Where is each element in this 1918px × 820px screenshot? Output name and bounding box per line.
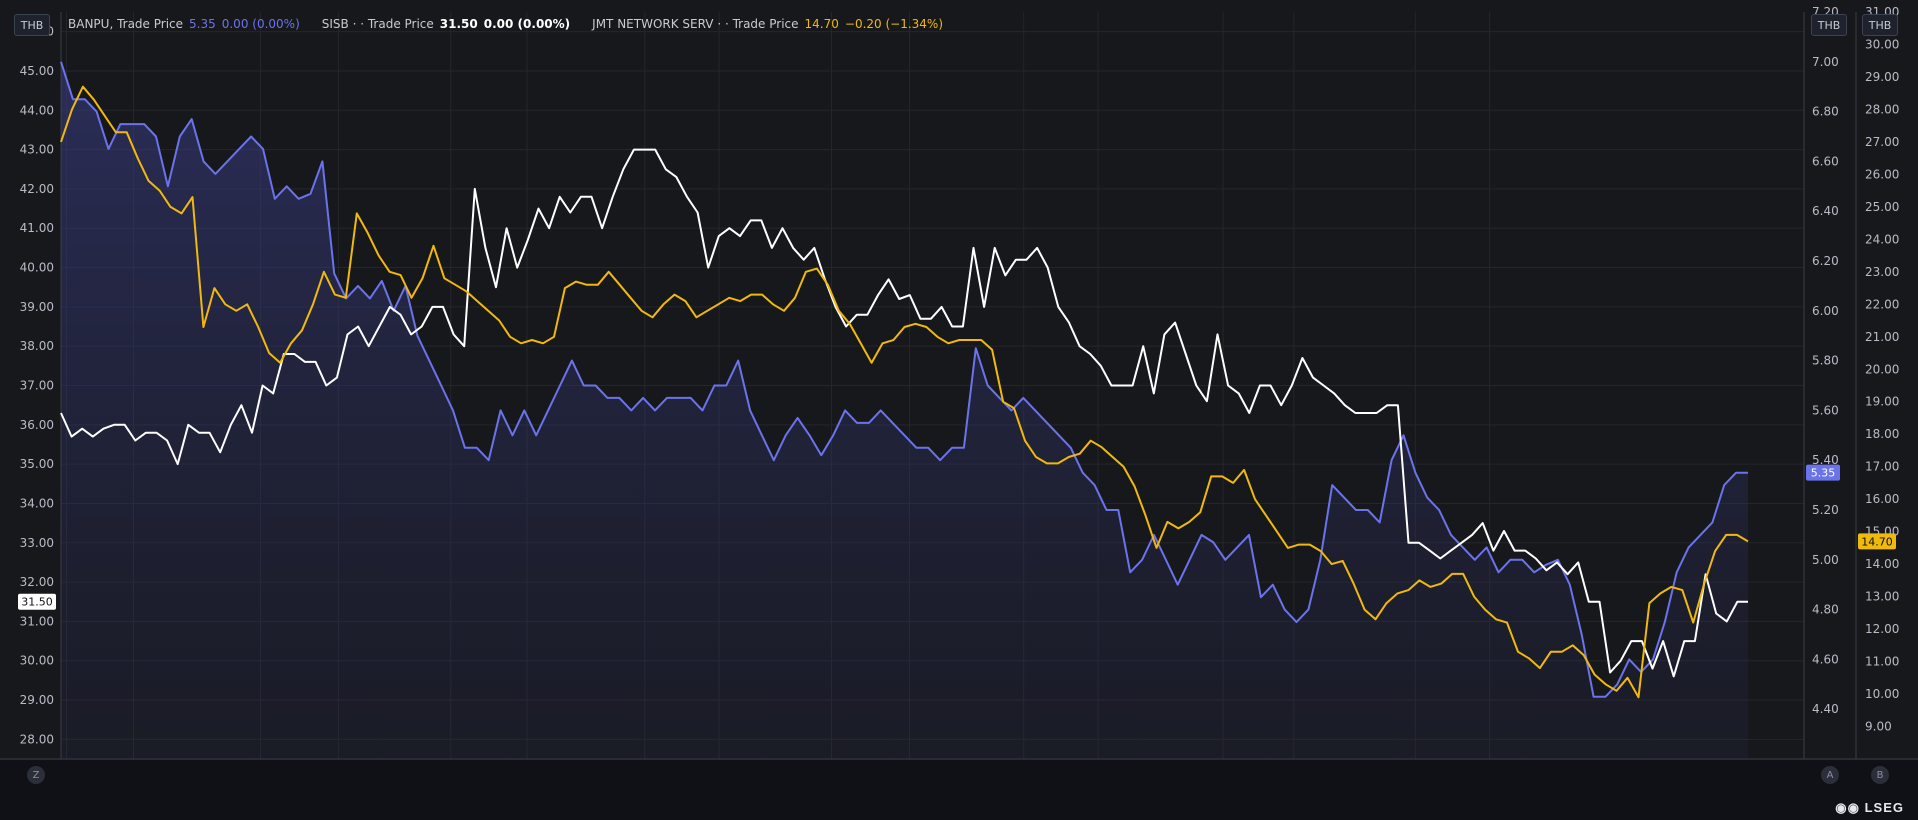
legend-series-change: 0.00 (0.00%) (221, 17, 300, 31)
right-tick-label: 18.00 (1865, 427, 1899, 441)
logo-text: LSEG (1864, 800, 1904, 815)
mid-tick-label: 7.00 (1812, 55, 1839, 69)
banpu-last-value-label: 5.35 (1811, 467, 1836, 480)
legend-series-price: 5.35 (189, 17, 216, 31)
right-tick-label: 19.00 (1865, 395, 1899, 409)
zoom-button[interactable]: Z (27, 766, 45, 784)
series-line-sisb (60, 148, 1748, 678)
right-tick-label: 25.00 (1865, 200, 1899, 214)
currency-label: THB (1817, 18, 1841, 32)
right-tick-label: 30.00 (1865, 37, 1899, 51)
legend-series-price: 14.70 (804, 17, 839, 31)
left-tick-label: 40.00 (20, 261, 54, 275)
right-tick-label: 14.00 (1865, 557, 1899, 571)
left-tick-label: 42.00 (20, 182, 54, 196)
axis-a-button[interactable]: A (1821, 766, 1839, 784)
jmt-last-value-label-bg (1858, 533, 1896, 550)
axis-b-button[interactable]: B (1871, 766, 1889, 784)
right-tick-label: 11.00 (1865, 655, 1899, 669)
mid-tick-label: 5.40 (1812, 453, 1839, 467)
series-line-jmt (60, 85, 1749, 699)
left-tick-label: 30.00 (20, 654, 54, 668)
left-tick-label: 29.00 (20, 693, 54, 707)
left-axis-currency-badge[interactable]: THB (14, 14, 50, 36)
left-tick-label: 32.00 (20, 575, 54, 589)
left-tick-label: 39.00 (20, 300, 54, 314)
mid-tick-label: 6.80 (1812, 105, 1839, 119)
logo-icon: ◉◉ (1835, 800, 1865, 815)
mid-tick-label: 4.40 (1812, 702, 1839, 716)
mid-tick-label: 6.20 (1812, 254, 1839, 268)
left-tick-label: 38.00 (20, 339, 54, 353)
right-tick-label: 29.00 (1865, 70, 1899, 84)
right-tick-label: 20.00 (1865, 362, 1899, 376)
lseg-logo: ◉◉ LSEG (1835, 800, 1904, 816)
right-tick-label: 24.00 (1865, 232, 1899, 246)
left-tick-label: 37.00 (20, 379, 54, 393)
left-tick-label: 34.00 (20, 496, 54, 510)
right-axis-currency-badge[interactable]: THB (1862, 14, 1898, 36)
banpu-last-value-label-bg (1806, 464, 1840, 481)
right-tick-label: 17.00 (1865, 460, 1899, 474)
mid-tick-label: 4.60 (1812, 652, 1839, 666)
right-tick-label: 28.00 (1865, 102, 1899, 116)
legend-series-name: SISB · · Trade Price (321, 17, 434, 31)
sisb-last-value-label: 31.50 (21, 596, 53, 609)
right-tick-label: 27.00 (1865, 135, 1899, 149)
right-tick-label: 22.00 (1865, 297, 1899, 311)
legend-item-banpu[interactable]: BANPU, Trade Price 5.35 0.00 (0.00%) (68, 17, 300, 31)
mid-tick-label: 5.20 (1812, 503, 1839, 517)
chart-legend: BANPU, Trade Price 5.35 0.00 (0.00%) SIS… (68, 17, 943, 31)
legend-series-change: −0.20 (−1.34%) (844, 17, 944, 31)
left-tick-label: 36.00 (20, 418, 54, 432)
sisb-last-value-label-bg (18, 593, 56, 610)
left-tick-label: 45.00 (20, 64, 54, 78)
left-tick-label: 43.00 (20, 143, 54, 157)
right-tick-label: 16.00 (1865, 492, 1899, 506)
left-tick-label: 35.00 (20, 457, 54, 471)
left-tick-label: 41.00 (20, 221, 54, 235)
series-lines (60, 61, 1749, 760)
right-tick-label: 12.00 (1865, 622, 1899, 636)
right-tick-label: 21.00 (1865, 330, 1899, 344)
mid-tick-label: 4.80 (1812, 603, 1839, 617)
axis-a-button-label: A (1826, 769, 1834, 781)
series-area-banpu (61, 61, 1748, 760)
series-line-banpu (60, 61, 1748, 698)
right-tick-label: 10.00 (1865, 687, 1899, 701)
mid-axis-currency-badge[interactable]: THB (1811, 14, 1847, 36)
legend-series-name: BANPU, Trade Price (68, 17, 184, 31)
legend-series-change: 0.00 (0.00%) (483, 17, 571, 31)
mid-tick-label: 6.40 (1812, 204, 1839, 218)
right-tick-label: 9.00 (1865, 720, 1892, 734)
footer-bar: ◉◉ LSEG (0, 760, 1918, 820)
legend-item-sisb[interactable]: SISB · · Trade Price 31.50 0.00 (0.00%) (322, 17, 570, 31)
left-tick-label: 31.00 (20, 614, 54, 628)
mid-tick-label: 6.00 (1812, 304, 1839, 318)
mid-tick-label: 6.60 (1812, 154, 1839, 168)
axis-b-button-label: B (1876, 769, 1884, 781)
mid-tick-label: 5.60 (1812, 403, 1839, 417)
currency-label: THB (1868, 18, 1892, 32)
mid-tick-label: 5.80 (1812, 354, 1839, 368)
legend-series-name: JMT NETWORK SERV · · Trade Price (592, 17, 799, 31)
right-tick-label: 23.00 (1865, 265, 1899, 279)
left-tick-label: 28.00 (20, 732, 54, 746)
currency-label: THB (20, 18, 44, 32)
legend-item-jmt[interactable]: JMT NETWORK SERV · · Trade Price 14.70 −… (592, 17, 943, 31)
left-tick-label: 33.00 (20, 536, 54, 550)
right-tick-label: 26.00 (1865, 167, 1899, 181)
right-tick-label: 13.00 (1865, 590, 1899, 604)
legend-series-price: 31.50 (439, 17, 478, 31)
mid-tick-label: 5.00 (1812, 553, 1839, 567)
left-tick-label: 44.00 (20, 103, 54, 117)
zoom-button-label: Z (32, 769, 40, 781)
jmt-last-value-label: 14.70 (1861, 535, 1893, 548)
